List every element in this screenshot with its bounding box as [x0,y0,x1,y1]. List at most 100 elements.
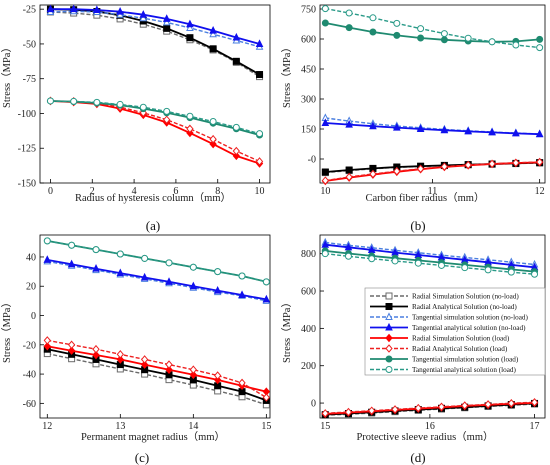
data-point [186,19,194,28]
data-point [440,162,449,171]
data-point [488,38,496,46]
data-point [393,31,401,39]
data-point [214,268,222,276]
data-point [345,9,353,17]
data-point [488,127,496,136]
legend-swatch-marker [385,355,393,363]
data-point [440,36,448,44]
x-tick-label: 0 [48,186,53,197]
data-point [139,10,148,18]
data-point [393,19,401,27]
series-8 [43,237,270,286]
y-tick-label: -0 [308,155,316,166]
data-point [43,341,51,351]
series-line [325,243,535,269]
data-point [165,259,173,267]
data-point [116,350,124,359]
data-point [507,398,515,408]
data-point [321,5,329,13]
legend-swatch-marker [385,312,393,320]
data-point [321,168,329,176]
data-point [189,365,197,374]
data-point [440,30,448,38]
series-1 [43,350,270,409]
panel-d-caption: (d) [410,450,425,465]
series-line [47,260,267,302]
series-line [325,401,535,414]
data-point [67,340,76,350]
panel-a-xlabel: Radius of hysteresis column（mm） [75,192,231,204]
y-tick-label: 450 [301,65,316,76]
data-point [417,34,425,42]
data-point [165,365,173,374]
data-point [92,246,100,254]
series-line [325,253,535,275]
series-line [50,100,260,136]
y-tick-label: -20 [23,340,36,351]
data-point [232,151,240,161]
series-line [325,161,540,182]
data-point [369,28,377,36]
series-3 [321,237,539,268]
y-tick-label: -150 [18,179,36,190]
data-point [393,122,401,131]
x-tick-label: 15 [261,421,271,432]
x-tick-label: 16 [425,421,435,432]
data-point [437,402,446,412]
data-point [140,355,149,364]
data-point [464,34,472,42]
data-point [262,294,271,303]
data-point [414,403,422,413]
data-point [43,237,51,245]
data-point [209,29,217,38]
data-point [43,336,51,345]
series-8 [321,5,544,52]
series-7 [321,19,544,46]
panel-b-xlabel: Carbon fiber radius（mm） [366,192,485,204]
data-point [70,97,78,105]
data-point [163,107,171,115]
legend-label: Tangential simulation solution (no-load) [412,314,528,322]
data-point [440,125,449,134]
data-point [256,71,264,79]
data-point [92,264,100,272]
series-4 [43,255,271,303]
legend-label: Radial Analytical Solution (load) [412,345,508,353]
data-point [416,124,425,132]
data-point [213,286,222,294]
legend-label: Tangential analytical solution (no-load) [412,324,526,332]
data-point [69,4,78,13]
data-point [464,126,472,135]
series-line [47,352,267,406]
data-point [321,176,330,185]
data-point [321,118,330,126]
series-6 [43,336,271,402]
data-point [116,268,125,277]
data-point [186,34,194,42]
x-tick-label: 10 [255,186,265,197]
data-point [165,360,173,369]
y-tick-label: 40 [26,252,36,263]
data-point [209,118,217,126]
y-tick-label: 0 [311,399,316,410]
legend-label: Tangential simulation solution (load) [412,356,519,364]
data-point [512,128,520,137]
series-5 [43,341,271,396]
data-point [213,375,222,385]
data-point [512,41,520,49]
plot-frame [39,234,271,419]
legend-swatch-marker [385,344,393,353]
y-tick-label: 750 [301,5,316,16]
data-point [464,160,472,170]
series-4 [321,240,539,271]
data-point [186,112,194,120]
data-point [209,139,217,149]
x-tick-label: 11 [428,186,438,197]
series-6 [46,96,264,166]
series-line [325,250,535,273]
data-point [67,259,76,268]
data-point [488,159,496,169]
data-point [321,240,330,248]
data-point [92,344,100,354]
legend-swatch-marker [385,366,393,373]
